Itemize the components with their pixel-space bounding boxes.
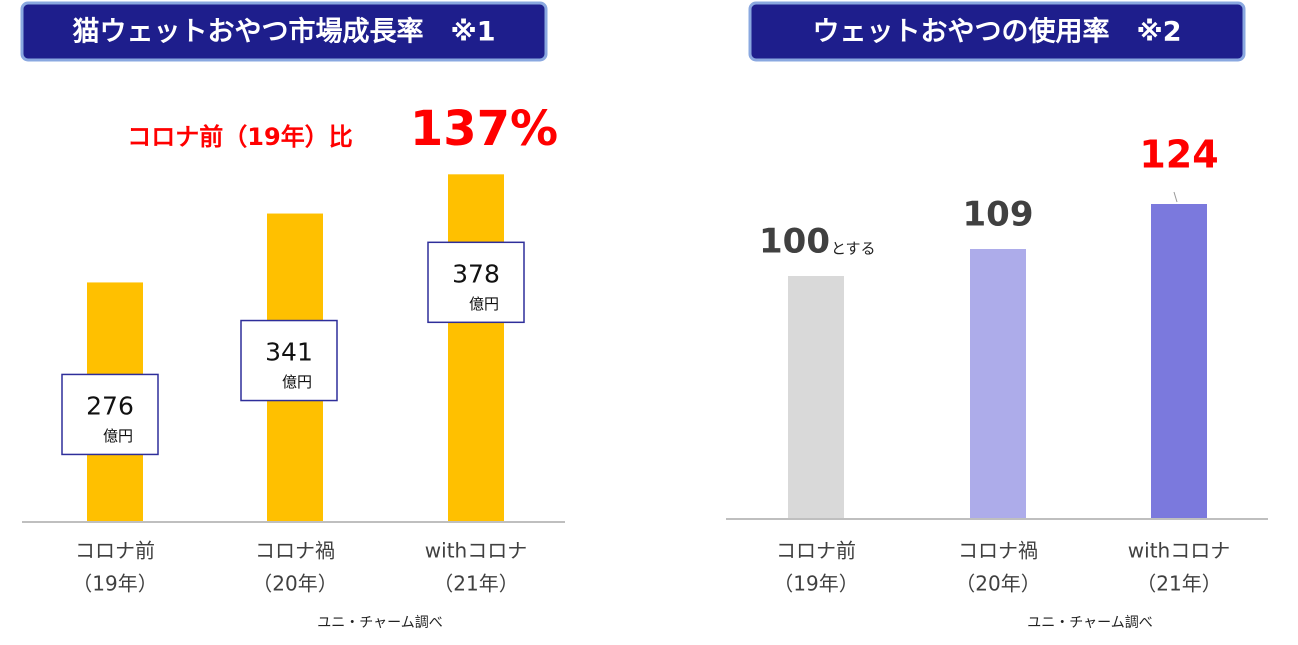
x-tick-label: コロナ禍 — [958, 539, 1038, 563]
leader-line — [1173, 191, 1178, 203]
highlight: 137% — [410, 101, 558, 157]
value-label: 276 — [86, 391, 134, 420]
x-tick-sublabel: （20年） — [252, 572, 337, 596]
source-note: ユニ・チャーム調べ — [1027, 615, 1152, 631]
value-label: 100 — [759, 222, 830, 262]
x-tick-label: コロナ前 — [776, 539, 856, 563]
x-tick-sublabel: （19年） — [773, 572, 858, 596]
value-box — [61, 373, 159, 456]
value-label: 378 — [452, 259, 500, 288]
annotation: コロナ前（19年）比 — [127, 123, 352, 151]
x-tick-label: コロナ禍 — [255, 539, 335, 563]
chart-title: 猫ウェットおやつ市場成長率 ※1 — [72, 16, 495, 48]
value-box — [427, 241, 525, 324]
x-tick-label: withコロナ — [1128, 539, 1230, 563]
x-tick-label: withコロナ — [425, 539, 527, 563]
x-tick-sublabel: （20年） — [955, 572, 1040, 596]
value-note: とする — [831, 240, 876, 258]
value-label: 124 — [1139, 133, 1218, 177]
title-box — [20, 1, 548, 62]
x-tick-sublabel: （21年） — [1136, 572, 1221, 596]
title-box — [748, 1, 1246, 62]
value-label: 341 — [265, 338, 313, 367]
value-unit: 億円 — [469, 295, 499, 313]
x-tick-sublabel: （21年） — [433, 572, 518, 596]
bar — [970, 249, 1026, 519]
bar — [1151, 204, 1207, 519]
value-label: 109 — [963, 195, 1034, 235]
x-tick-label: コロナ前 — [75, 539, 155, 563]
value-box — [240, 319, 338, 402]
source-note: ユニ・チャーム調べ — [317, 615, 442, 631]
value-unit: 億円 — [103, 427, 133, 445]
x-tick-sublabel: （19年） — [72, 572, 157, 596]
chart-title: ウェットおやつの使用率 ※2 — [812, 16, 1181, 48]
bar — [448, 174, 504, 522]
bar — [788, 276, 844, 519]
value-unit: 億円 — [282, 373, 312, 391]
